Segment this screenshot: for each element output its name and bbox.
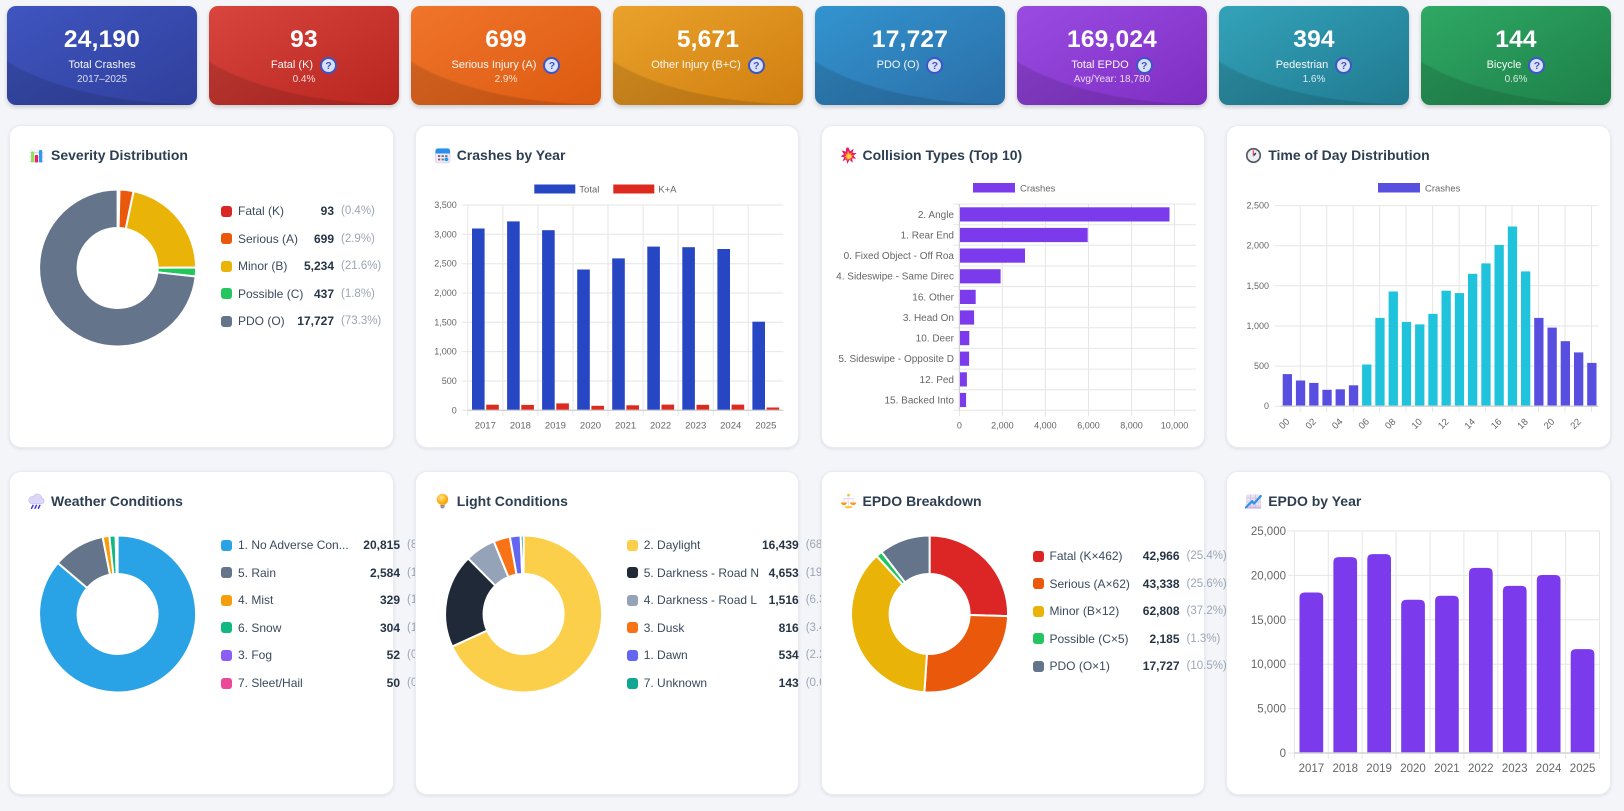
- svg-text:6,000: 6,000: [1077, 420, 1100, 430]
- svg-text:2020: 2020: [580, 420, 601, 431]
- svg-text:20,000: 20,000: [1251, 570, 1286, 582]
- svg-text:500: 500: [441, 376, 456, 386]
- svg-text:Crashes: Crashes: [1020, 184, 1056, 195]
- svg-text:12: 12: [1436, 417, 1451, 432]
- svg-text:1,000: 1,000: [1247, 321, 1270, 331]
- svg-text:14: 14: [1463, 417, 1478, 432]
- svg-text:1. Rear End: 1. Rear End: [900, 230, 953, 241]
- svg-text:0: 0: [451, 405, 456, 415]
- svg-text:2017: 2017: [1299, 763, 1325, 775]
- svg-text:2,500: 2,500: [434, 259, 457, 269]
- svg-text:02: 02: [1304, 417, 1319, 432]
- svg-text:2019: 2019: [1366, 763, 1392, 775]
- svg-text:K+A: K+A: [658, 185, 677, 196]
- svg-text:2024: 2024: [1536, 763, 1562, 775]
- svg-text:1,500: 1,500: [1247, 281, 1270, 291]
- svg-text:4. Sideswipe - Same Direc: 4. Sideswipe - Same Direc: [836, 272, 954, 283]
- svg-text:1,000: 1,000: [434, 347, 457, 357]
- svg-text:20: 20: [1542, 417, 1557, 432]
- svg-text:25,000: 25,000: [1251, 526, 1286, 538]
- svg-text:2025: 2025: [755, 420, 776, 431]
- svg-text:2022: 2022: [650, 420, 671, 431]
- svg-text:500: 500: [1254, 361, 1269, 371]
- svg-text:2,000: 2,000: [434, 288, 457, 298]
- svg-text:2024: 2024: [720, 420, 741, 431]
- svg-text:4,000: 4,000: [1034, 420, 1057, 430]
- svg-text:2,000: 2,000: [991, 420, 1014, 430]
- svg-text:3,500: 3,500: [434, 200, 457, 210]
- svg-text:15. Backed Into: 15. Backed Into: [884, 395, 954, 406]
- svg-text:2023: 2023: [1502, 763, 1528, 775]
- svg-text:12. Ped: 12. Ped: [919, 375, 953, 386]
- svg-text:0: 0: [1280, 748, 1286, 760]
- svg-text:3,000: 3,000: [434, 229, 457, 239]
- svg-text:04: 04: [1330, 417, 1345, 432]
- svg-text:18: 18: [1516, 417, 1531, 432]
- svg-text:2,500: 2,500: [1247, 201, 1270, 211]
- svg-text:2023: 2023: [685, 420, 706, 431]
- svg-text:10,000: 10,000: [1251, 659, 1286, 671]
- svg-text:Total: Total: [579, 185, 599, 196]
- svg-text:10: 10: [1410, 417, 1425, 432]
- svg-text:2021: 2021: [1434, 763, 1460, 775]
- svg-text:0. Fixed Object - Off Roa: 0. Fixed Object - Off Roa: [843, 251, 954, 262]
- svg-text:08: 08: [1383, 417, 1398, 432]
- svg-text:00: 00: [1277, 417, 1292, 432]
- svg-text:2,000: 2,000: [1247, 241, 1270, 251]
- svg-text:5,000: 5,000: [1257, 704, 1286, 716]
- svg-text:3. Head On: 3. Head On: [902, 313, 953, 324]
- svg-text:15,000: 15,000: [1251, 615, 1286, 627]
- svg-text:5. Sideswipe - Opposite D: 5. Sideswipe - Opposite D: [838, 354, 954, 365]
- svg-text:10. Deer: 10. Deer: [915, 334, 954, 345]
- svg-text:2021: 2021: [615, 420, 636, 431]
- svg-text:22: 22: [1569, 417, 1584, 432]
- svg-text:2019: 2019: [545, 420, 566, 431]
- svg-text:06: 06: [1357, 417, 1372, 432]
- svg-text:2017: 2017: [474, 420, 495, 431]
- svg-text:2018: 2018: [1333, 763, 1359, 775]
- svg-text:2020: 2020: [1400, 763, 1426, 775]
- svg-text:2018: 2018: [510, 420, 531, 431]
- svg-text:16. Other: 16. Other: [912, 292, 954, 303]
- svg-text:16: 16: [1489, 417, 1504, 432]
- svg-text:8,000: 8,000: [1120, 420, 1143, 430]
- svg-text:2. Angle: 2. Angle: [917, 210, 954, 221]
- svg-text:0: 0: [956, 420, 961, 430]
- svg-text:10,000: 10,000: [1160, 420, 1188, 430]
- svg-text:2022: 2022: [1468, 763, 1494, 775]
- svg-text:1,500: 1,500: [434, 317, 457, 327]
- svg-text:Crashes: Crashes: [1425, 184, 1461, 195]
- svg-text:2025: 2025: [1570, 763, 1596, 775]
- svg-text:0: 0: [1264, 401, 1269, 411]
